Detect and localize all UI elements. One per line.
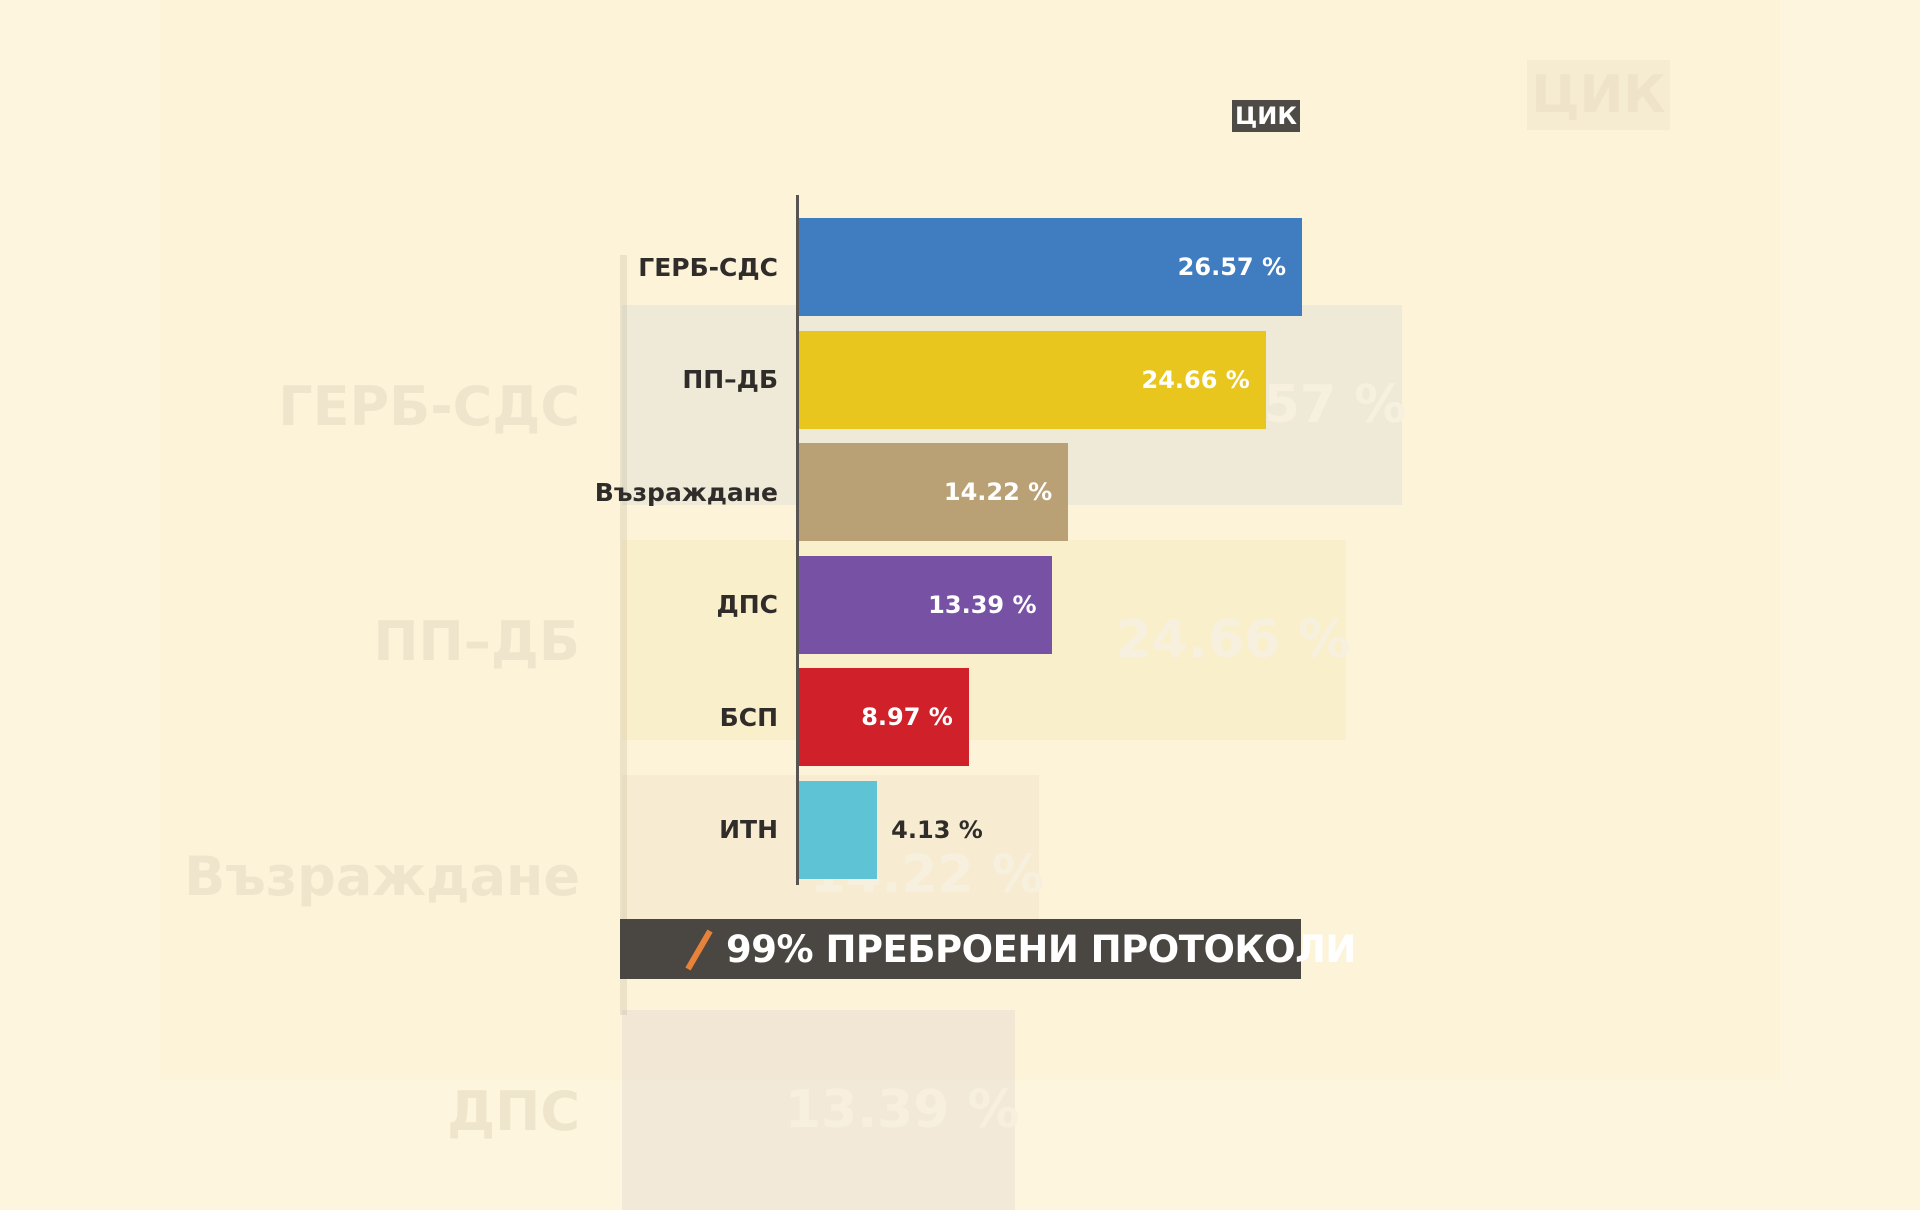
counted-protocols-text: 99% ПРЕБРОЕНИ ПРОТОКОЛИ: [726, 927, 1356, 971]
ghost-axis-line: [620, 255, 627, 1015]
data-label: 14.22 %: [943, 478, 1053, 506]
slash-accent-icon: [685, 929, 713, 971]
category-label: БСП: [719, 702, 778, 732]
ghost-data-label: 24.66 %: [1115, 610, 1351, 670]
data-label: 8.97 %: [861, 703, 953, 731]
chart-row: Възраждане 14.22 %: [0, 443, 1920, 541]
ghost-category-label: ПП–ДБ: [373, 610, 580, 673]
bar: [799, 330, 1266, 429]
ghost-data-label: 13.39 %: [784, 1080, 1020, 1140]
chart-row: ИТН 4.13 %: [0, 780, 1920, 879]
y-axis-line: [796, 195, 799, 885]
ghost-category-label: Възраждане: [184, 845, 580, 908]
category-label: ДПС: [716, 590, 778, 619]
category-label: ГЕРБ-СДС: [638, 252, 778, 282]
ghost-source-badge: ЦИК: [1527, 60, 1670, 130]
category-label: ПП–ДБ: [682, 365, 778, 394]
bar: [799, 668, 969, 766]
category-label: Възраждане: [594, 477, 778, 507]
ghost-category-label: ДПС: [447, 1080, 580, 1143]
data-label: 4.13 %: [891, 815, 983, 844]
bar: [799, 780, 878, 879]
bar: [799, 443, 1069, 541]
data-label: 26.57 %: [1177, 253, 1286, 281]
data-label: 13.39 %: [928, 590, 1037, 619]
counted-protocols-banner: 99% ПРЕБРОЕНИ ПРОТОКОЛИ: [620, 919, 1356, 979]
bar: [799, 218, 1302, 316]
chart-row: ГЕРБ-СДС 26.57 %: [0, 218, 1920, 316]
source-badge: ЦИК: [1232, 100, 1300, 132]
chart-row: БСП 8.97 %: [0, 668, 1920, 766]
bar: [799, 555, 1053, 654]
ghost-category-label: ГЕРБ-СДС: [278, 375, 580, 438]
category-label: ИТН: [719, 815, 778, 844]
chart-row: ДПС 13.39 %: [0, 555, 1920, 654]
chart-row: ПП–ДБ 24.66 %: [0, 330, 1920, 429]
data-label: 24.66 %: [1141, 365, 1250, 394]
